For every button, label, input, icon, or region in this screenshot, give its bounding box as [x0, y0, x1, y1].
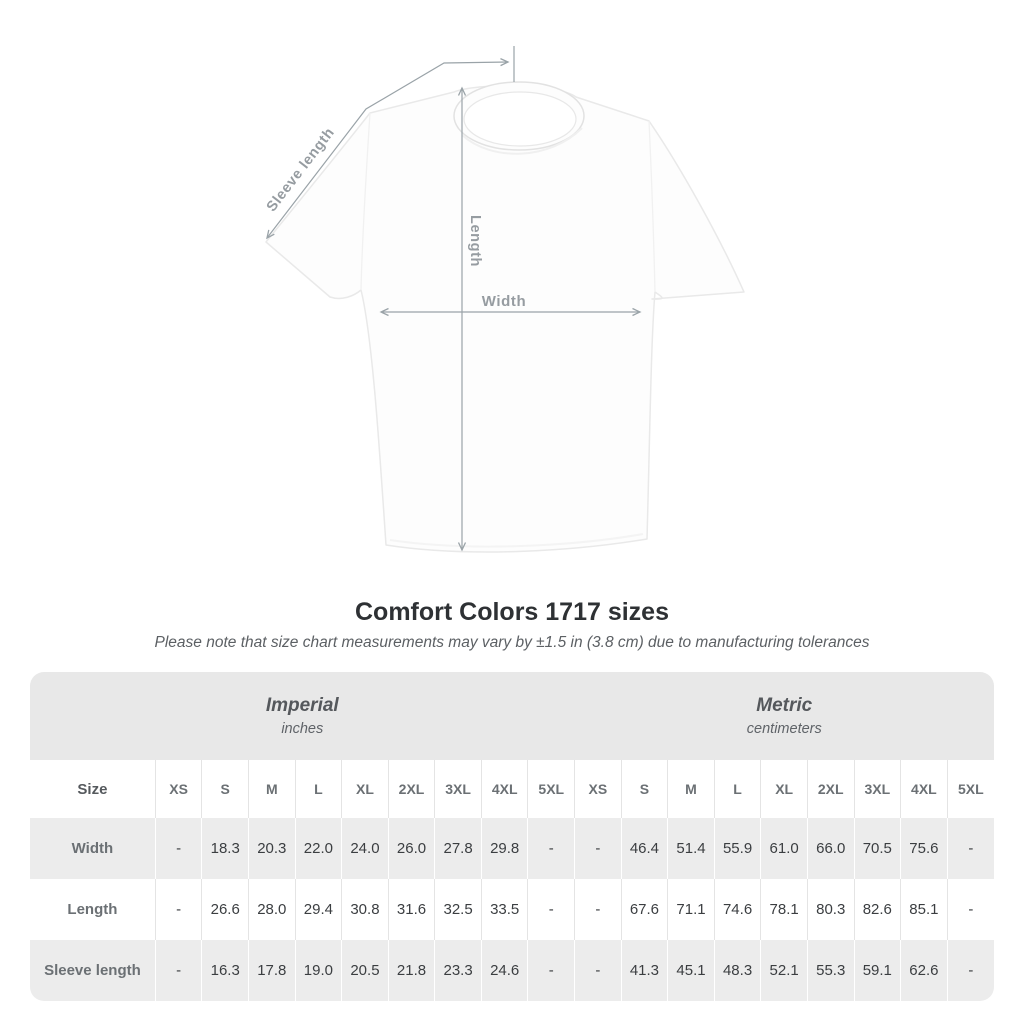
length-label: Length: [467, 215, 483, 267]
measurement-cell: 32.5: [434, 879, 482, 940]
size-header-imperial-xl: XL: [341, 760, 389, 818]
metric-label: Metric: [756, 695, 813, 717]
measurement-cell: -: [527, 818, 575, 879]
page-title: Comfort Colors 1717 sizes: [355, 598, 669, 626]
size-header-metric-4xl: 4XL: [900, 760, 948, 818]
measurement-cell: 85.1: [900, 879, 948, 940]
measurement-cell: 78.1: [760, 879, 808, 940]
tshirt-shape: [265, 81, 745, 553]
measurement-cell: 27.8: [434, 818, 482, 879]
measurement-cell: 24.0: [341, 818, 389, 879]
measurement-cell: 51.4: [667, 818, 715, 879]
measurement-cell: 61.0: [760, 818, 808, 879]
size-header-imperial-m: M: [248, 760, 296, 818]
metric-sublabel: centimeters: [746, 720, 822, 737]
measurement-cell: 33.5: [480, 879, 528, 940]
size-header-metric-m: M: [667, 760, 715, 818]
measurement-cell: 55.9: [713, 818, 761, 879]
measurement-cell: 46.4: [620, 818, 668, 879]
measurement-cell: 17.8: [248, 940, 296, 1001]
size-header-metric-3xl: 3XL: [853, 760, 901, 818]
measurement-cell: 29.4: [294, 879, 342, 940]
measurement-cell: 62.6: [900, 940, 948, 1001]
measurement-cell: 80.3: [806, 879, 855, 940]
width-label: Width: [482, 293, 527, 310]
row-label: Width: [30, 818, 156, 879]
measurement-cell: -: [574, 879, 622, 940]
sleeve-length-arrow: [266, 46, 515, 240]
measurement-cell: 18.3: [201, 818, 249, 879]
measurement-cell: -: [527, 940, 575, 1001]
measurement-cell: 41.3: [620, 940, 668, 1001]
measurement-cell: 30.8: [341, 879, 389, 940]
tolerance-note: Please note that size chart measurements…: [154, 634, 870, 651]
measurement-cell: 20.5: [341, 940, 389, 1001]
size-header-imperial-l: L: [294, 760, 342, 818]
measurement-cell: 55.3: [806, 940, 855, 1001]
measurement-cell: -: [946, 818, 994, 879]
measurement-cell: 23.3: [434, 940, 482, 1001]
size-header-imperial-s: S: [201, 760, 249, 818]
measurement-cell: 20.3: [248, 818, 296, 879]
unit-group-row: Imperial inches Metric centimeters: [30, 672, 994, 760]
measurement-cell: -: [154, 879, 202, 940]
size-header-imperial-4xl: 4XL: [480, 760, 528, 818]
table-row: Sleeve length -16.3 17.8 19.0 20.5 21.8 23.3 24…: [30, 940, 994, 1001]
unit-group-imperial: Imperial inches: [30, 672, 575, 760]
size-header-row: Size XS S M L XL 2XL 3XL 4XL 5XL XS S M L XL 2XL 3XL 4XL…: [30, 760, 994, 818]
measurement-cell: -: [527, 879, 575, 940]
measurement-cell: 28.0: [248, 879, 296, 940]
size-header-imperial-2xl: 2XL: [387, 760, 435, 818]
measurement-cell: 66.0: [806, 818, 855, 879]
measurement-cell: -: [946, 940, 994, 1001]
size-header-metric-5xl: 5XL: [946, 760, 994, 818]
size-header-metric-xl: XL: [760, 760, 808, 818]
table-row: Width -18.3 20.3 22.0 24.0 26.0 27.8 29.8- -46.4…: [30, 818, 994, 879]
measurement-cell: 29.8: [480, 818, 528, 879]
measurement-cell: -: [154, 940, 202, 1001]
measurement-cell: 24.6: [480, 940, 528, 1001]
measurement-cell: 19.0: [294, 940, 342, 1001]
measurement-cell: 71.1: [667, 879, 715, 940]
measurement-cell: 74.6: [713, 879, 761, 940]
tshirt-measurement-diagram: Sleeve length Length Width: [264, 46, 745, 553]
imperial-label: Imperial: [265, 695, 339, 717]
measurement-cell: 22.0: [294, 818, 342, 879]
measurement-cell: 21.8: [387, 940, 435, 1001]
size-header-metric-l: L: [713, 760, 761, 818]
measurement-cell: -: [946, 879, 994, 940]
measurement-cell: 67.6: [620, 879, 668, 940]
size-header-imperial-5xl: 5XL: [527, 760, 575, 818]
tshirt-image: Sleeve length Length Width: [264, 46, 745, 553]
size-column-header: Size: [30, 760, 156, 818]
measurement-cell: 45.1: [667, 940, 715, 1001]
measurement-cell: 26.0: [387, 818, 435, 879]
measurement-cell: 82.6: [853, 879, 901, 940]
size-header-metric-s: S: [620, 760, 668, 818]
measurement-cell: 16.3: [201, 940, 249, 1001]
measurement-cell: -: [154, 818, 202, 879]
measurement-cell: 26.6: [201, 879, 249, 940]
size-header-metric-xs: XS: [574, 760, 622, 818]
size-header-imperial-xs: XS: [154, 760, 202, 818]
imperial-sublabel: inches: [281, 720, 324, 737]
measurement-cell: -: [574, 818, 622, 879]
size-table: Imperial inches Metric centimeters Size …: [30, 672, 994, 1001]
row-label: Length: [30, 879, 156, 940]
measurement-cell: 70.5: [853, 818, 901, 879]
row-label: Sleeve length: [30, 940, 156, 1001]
size-header-metric-2xl: 2XL: [806, 760, 855, 818]
measurement-cell: 31.6: [387, 879, 435, 940]
size-header-imperial-3xl: 3XL: [434, 760, 482, 818]
measurement-cell: 59.1: [853, 940, 901, 1001]
measurement-cell: 52.1: [760, 940, 808, 1001]
table-row: Length -26.6 28.0 29.4 30.8 31.6 32.5 33.5- -67.…: [30, 879, 994, 940]
measurement-cell: 75.6: [900, 818, 948, 879]
measurement-cell: 48.3: [713, 940, 761, 1001]
unit-group-metric: Metric centimeters: [574, 672, 994, 760]
measurement-cell: -: [574, 940, 622, 1001]
